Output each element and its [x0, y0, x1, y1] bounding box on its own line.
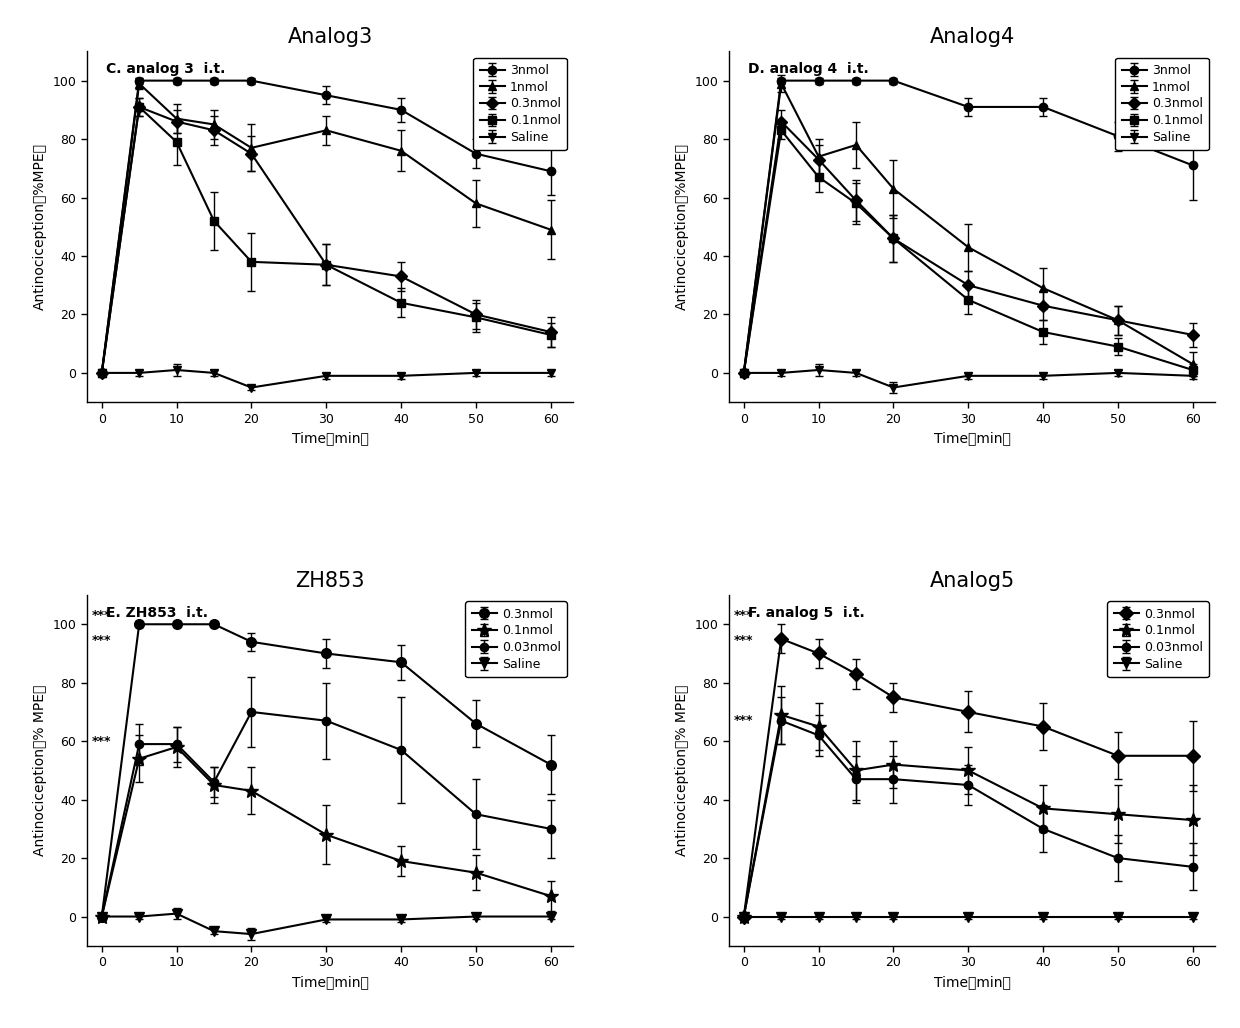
Legend: 0.3nmol, 0.1nmol, 0.03nmol, Saline: 0.3nmol, 0.1nmol, 0.03nmol, Saline [465, 601, 567, 677]
Text: ***: *** [734, 714, 753, 727]
Text: ***: *** [92, 609, 112, 622]
Y-axis label: Antinociception（%MPE）: Antinociception（%MPE） [675, 143, 689, 310]
Text: C. analog 3  i.t.: C. analog 3 i.t. [107, 62, 226, 76]
Text: F. analog 5  i.t.: F. analog 5 i.t. [748, 605, 866, 620]
Legend: 3nmol, 1nmol, 0.3nmol, 0.1nmol, Saline: 3nmol, 1nmol, 0.3nmol, 0.1nmol, Saline [474, 58, 567, 150]
Text: D. analog 4  i.t.: D. analog 4 i.t. [748, 62, 869, 76]
Title: Analog5: Analog5 [930, 571, 1014, 591]
Title: Analog3: Analog3 [288, 27, 372, 47]
Y-axis label: Antinociception（%MPE）: Antinociception（%MPE） [33, 143, 47, 310]
Text: ***: *** [92, 633, 112, 647]
Title: ZH853: ZH853 [295, 571, 365, 591]
Text: ***: *** [734, 633, 753, 647]
Text: E. ZH853  i.t.: E. ZH853 i.t. [107, 605, 208, 620]
X-axis label: Time（min）: Time（min） [934, 975, 1011, 989]
Y-axis label: Antinociception（% MPE）: Antinociception（% MPE） [675, 685, 689, 856]
Text: ***: *** [734, 609, 753, 622]
X-axis label: Time（min）: Time（min） [291, 975, 368, 989]
Title: Analog4: Analog4 [930, 27, 1014, 47]
Text: ***: *** [92, 735, 112, 748]
X-axis label: Time（min）: Time（min） [291, 431, 368, 445]
X-axis label: Time（min）: Time（min） [934, 431, 1011, 445]
Y-axis label: Antinociception（% MPE）: Antinociception（% MPE） [33, 685, 47, 856]
Legend: 0.3nmol, 0.1nmol, 0.03nmol, Saline: 0.3nmol, 0.1nmol, 0.03nmol, Saline [1107, 601, 1209, 677]
Legend: 3nmol, 1nmol, 0.3nmol, 0.1nmol, Saline: 3nmol, 1nmol, 0.3nmol, 0.1nmol, Saline [1116, 58, 1209, 150]
